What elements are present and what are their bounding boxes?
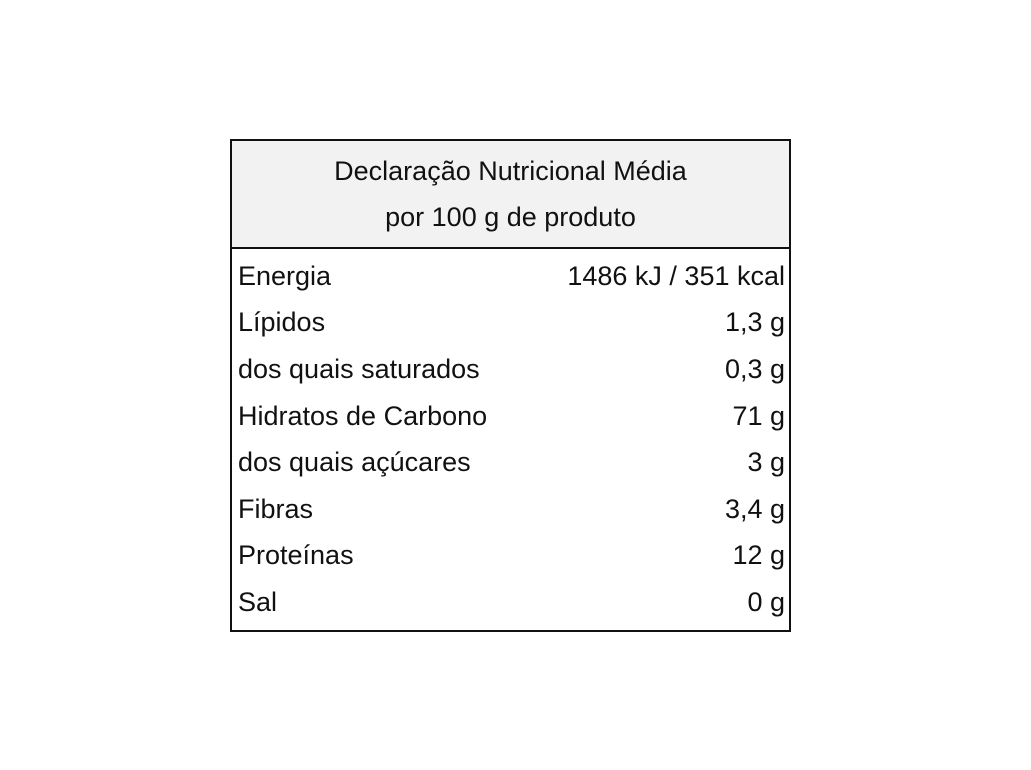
table-row-saturados: dos quais saturados 0,3 g [232,346,789,393]
row-label: dos quais açúcares [238,447,471,478]
header-subtitle: por 100 g de produto [385,202,636,232]
row-value: 1,3 g [724,307,785,338]
table-row-hidratos: Hidratos de Carbono 71 g [232,393,789,440]
table-row-acucares: dos quais açúcares 3 g [232,439,789,486]
row-label: Lípidos [238,307,326,338]
row-label: Proteínas [238,540,354,571]
row-value: 12 g [732,540,785,571]
row-label: Fibras [238,493,314,524]
row-value: 71 g [732,400,785,431]
table-row-fibras: Fibras 3,4 g [232,486,789,533]
row-label: Sal [238,586,278,617]
row-label: dos quais saturados [238,353,480,384]
table-row-sal: Sal 0 g [232,579,789,626]
row-label: Energia [238,260,332,291]
row-value: 3 g [747,447,785,478]
row-value: 0 g [747,586,785,617]
row-value: 3,4 g [724,493,785,524]
row-value: 0,3 g [724,353,785,384]
table-row-lipidos: Lípidos 1,3 g [232,300,789,347]
nutrition-facts-table: Declaração Nutricional Média por 100 g d… [230,139,791,632]
table-body: Energia 1486 kJ / 351 kcal Lípidos 1,3 g… [232,249,789,630]
row-label: Hidratos de Carbono [238,400,488,431]
header-title: Declaração Nutricional Média [334,156,687,186]
row-value: 1486 kJ / 351 kcal [567,260,785,291]
table-row-energia: Energia 1486 kJ / 351 kcal [232,253,789,300]
table-row-proteinas: Proteínas 12 g [232,533,789,580]
table-header: Declaração Nutricional Média por 100 g d… [232,141,789,249]
